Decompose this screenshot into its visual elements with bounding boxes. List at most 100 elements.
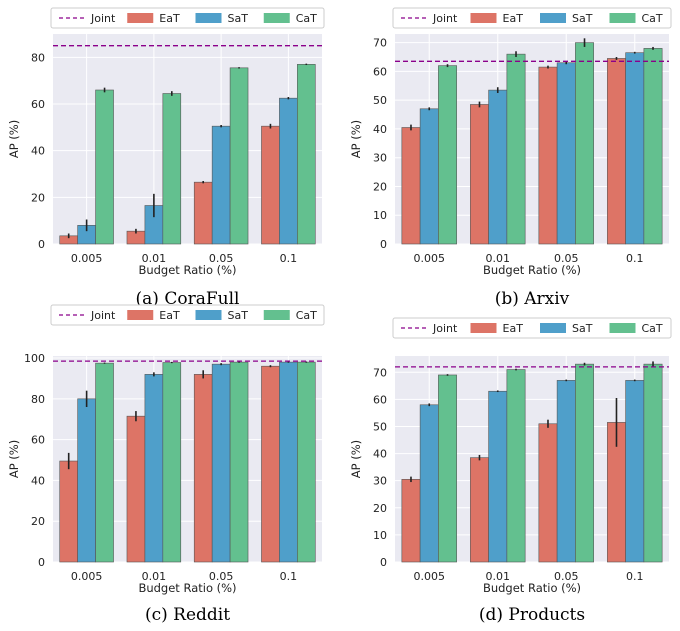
bar-sat-0_1 [625,380,645,563]
bar-cat-0_005 [438,65,457,245]
y-tick-label: 40 [31,145,45,158]
bar-sat-0_1 [279,97,298,245]
legend-label-eat: EaT [503,12,524,25]
legend-swatch-eat [127,310,154,320]
y-tick-label: 80 [31,51,45,64]
legend: Joint EaT SaT CaT [50,7,325,29]
chart-panel-2: 0 10 20 30 40 50 60 70 0.005 0.01 0.05 0.1 Budget Ra… [349,7,672,309]
x-tick-label: 0.005 [71,570,103,583]
x-axis-label: Budget Ratio (%) [138,263,236,277]
bar-cat-0_1 [643,363,663,563]
legend-label-cat: CaT [642,12,663,25]
bar-eat-0_005 [401,127,421,245]
bar-sat-0_05 [211,363,231,563]
y-tick-label: 10 [373,529,387,542]
legend-label-cat: CaT [642,322,663,335]
y-tick-label: 100 [24,352,45,365]
bar-eat-0_05 [193,181,213,245]
y-tick-label: 50 [373,420,387,433]
y-tick-label: 0 [38,238,45,251]
subfigure-caption: (d) Products [479,605,585,625]
x-tick-label: 0.05 [209,252,234,265]
bar-cat-0_1 [643,48,663,245]
y-tick-label: 20 [31,515,45,528]
y-tick-label: 0 [380,556,387,569]
legend-label-eat: EaT [159,12,180,25]
legend: Joint EaT SaT CaT [392,317,672,339]
legend-swatch-cat [263,13,290,23]
x-tick-label: 0.01 [486,252,511,265]
legend-label-eat: EaT [159,309,180,322]
x-tick-label: 0.1 [626,252,644,265]
bar-sat-0_05 [556,380,576,563]
x-axis-label: Budget Ratio (%) [138,581,236,595]
legend-swatch-sat [195,13,222,23]
bar-cat-0_05 [575,363,594,563]
y-tick-label: 70 [373,366,387,379]
legend-swatch-eat [470,13,497,23]
chart-panel-4: 0 10 20 30 40 50 60 70 0.005 0.01 0.05 0.1 Budget Ra… [349,317,672,625]
bar-cat-0_1 [297,361,316,563]
bar-eat-0_005 [401,479,421,563]
legend-box [392,7,672,29]
legend-label-joint: Joint [90,12,116,25]
x-tick-label: 0.005 [71,252,103,265]
legend-label-joint: Joint [90,309,116,322]
bar-sat-0_005 [419,108,439,245]
legend-box [50,304,325,326]
y-tick-label: 60 [31,98,45,111]
y-axis-label: AP (%) [7,120,21,158]
legend-label-sat: SaT [228,12,249,25]
bar-eat-0_1 [261,125,280,245]
y-tick-label: 40 [373,448,387,461]
subfigure-caption: (c) Reddit [145,605,230,625]
y-tick-label: 40 [373,123,387,136]
bar-cat-0_1 [297,64,316,245]
chart-panel-1: 0 20 40 60 80 0.005 0.01 0.05 0.1 Budget Ratio (%… [7,7,325,309]
bar-eat-0_05 [538,66,558,245]
x-tick-label: 0.01 [142,570,167,583]
legend-swatch-cat [609,13,636,23]
bar-cat-0_01 [506,53,526,245]
y-tick-label: 40 [31,474,45,487]
bar-cat-0_05 [575,42,594,245]
legend-swatch-cat [609,323,636,333]
bar-cat-0_005 [95,362,114,563]
subfigure-caption: (a) CoraFull [136,289,240,309]
legend-label-cat: CaT [296,12,317,25]
legend: Joint EaT SaT CaT [50,304,325,326]
x-tick-label: 0.05 [554,570,579,583]
y-tick-label: 60 [31,434,45,447]
bar-sat-0_005 [419,404,439,563]
y-tick-label: 0 [38,556,45,569]
y-axis-label: AP (%) [7,440,21,478]
bar-cat-0_05 [229,67,249,245]
bar-sat-0_005 [77,398,96,563]
x-tick-label: 0.01 [486,570,511,583]
legend-swatch-sat [195,310,222,320]
legend-swatch-cat [263,310,290,320]
bar-sat-0_1 [279,361,298,563]
bar-sat-0_1 [625,52,645,245]
y-tick-label: 30 [373,475,387,488]
bar-eat-0_1 [261,365,280,563]
x-tick-label: 0.1 [280,570,298,583]
y-tick-label: 50 [373,94,387,107]
bar-sat-0_01 [488,390,508,563]
legend-label-sat: SaT [228,309,249,322]
legend-label-joint: Joint [432,322,458,335]
bar-sat-0_01 [144,374,164,563]
legend-swatch-eat [127,13,154,23]
x-tick-label: 0.05 [554,252,579,265]
y-axis-label: AP (%) [349,120,363,158]
bar-eat-0_005 [59,460,78,563]
y-tick-label: 0 [380,238,387,251]
bar-cat-0_005 [95,89,114,245]
bar-cat-0_05 [229,361,249,563]
y-tick-label: 70 [373,37,387,50]
bar-eat-0_1 [607,58,626,245]
x-tick-label: 0.1 [626,570,644,583]
bar-sat-0_05 [556,62,576,245]
y-tick-label: 20 [31,191,45,204]
bar-eat-0_01 [470,104,489,245]
